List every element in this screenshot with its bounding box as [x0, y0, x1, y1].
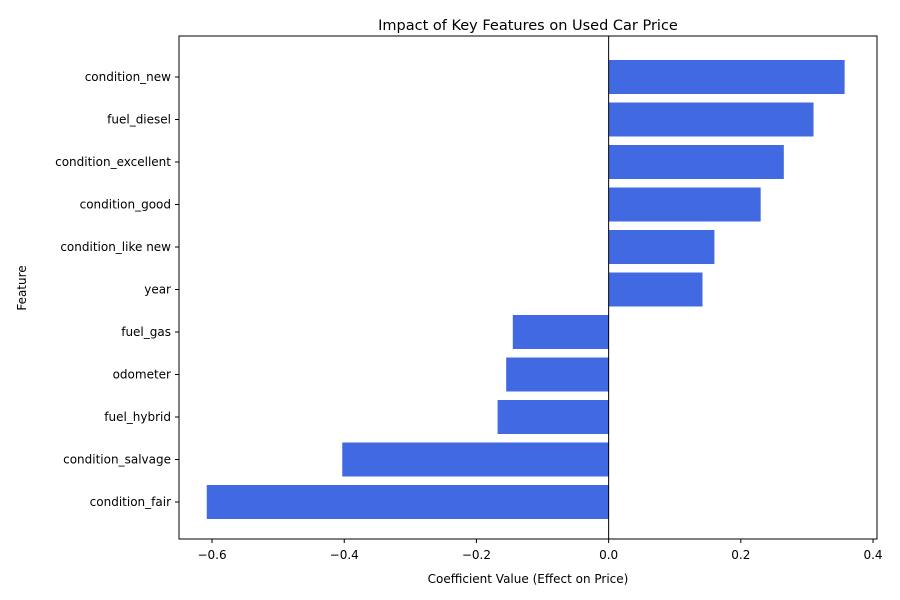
y-tick-label: year	[144, 283, 171, 297]
x-axis-label: Coefficient Value (Effect on Price)	[428, 572, 629, 586]
x-ticks-group: −0.6 −0.4 −0.2 0.0 0.2 0.4	[197, 539, 883, 562]
chart-title: Impact of Key Features on Used Car Price	[378, 18, 678, 34]
bar-fuel_hybrid	[497, 400, 609, 434]
y-tick-label: fuel_gas	[121, 325, 171, 339]
y-tick-label: condition_salvage	[63, 453, 171, 467]
bar-fuel_gas	[512, 315, 609, 349]
bar-condition_good	[608, 187, 761, 222]
bar-condition_fair	[206, 485, 609, 519]
bars-group	[206, 60, 845, 519]
y-tick-label: fuel_diesel	[107, 113, 171, 127]
y-tick-label: fuel_hybrid	[104, 410, 171, 424]
x-tick-label: 0.2	[731, 548, 750, 562]
bar-condition_new	[608, 60, 845, 94]
x-tick-label: 0.4	[863, 548, 882, 562]
bar-fuel_diesel	[608, 102, 814, 137]
x-tick-label: −0.2	[462, 548, 491, 562]
y-tick-label: condition_fair	[90, 495, 171, 509]
y-tick-label: condition_new	[85, 70, 171, 84]
bar-year	[608, 272, 703, 307]
bar-condition_like-new	[608, 230, 715, 264]
y-tick-label: condition_good	[80, 198, 171, 212]
y-tick-label: condition_excellent	[55, 155, 171, 169]
y-ticks-group: condition_new fuel_diesel condition_excell…	[55, 70, 179, 509]
bar-condition_excellent	[608, 145, 784, 179]
x-tick-label: −0.6	[197, 548, 226, 562]
x-tick-label: 0.0	[599, 548, 618, 562]
x-tick-label: −0.4	[330, 548, 359, 562]
bar-condition_salvage	[342, 442, 609, 477]
y-tick-label: odometer	[113, 368, 171, 382]
y-axis-label: Feature	[15, 265, 29, 310]
plot-frame	[178, 35, 878, 540]
y-tick-label: condition_like new	[60, 240, 171, 254]
bar-odometer	[506, 357, 609, 392]
